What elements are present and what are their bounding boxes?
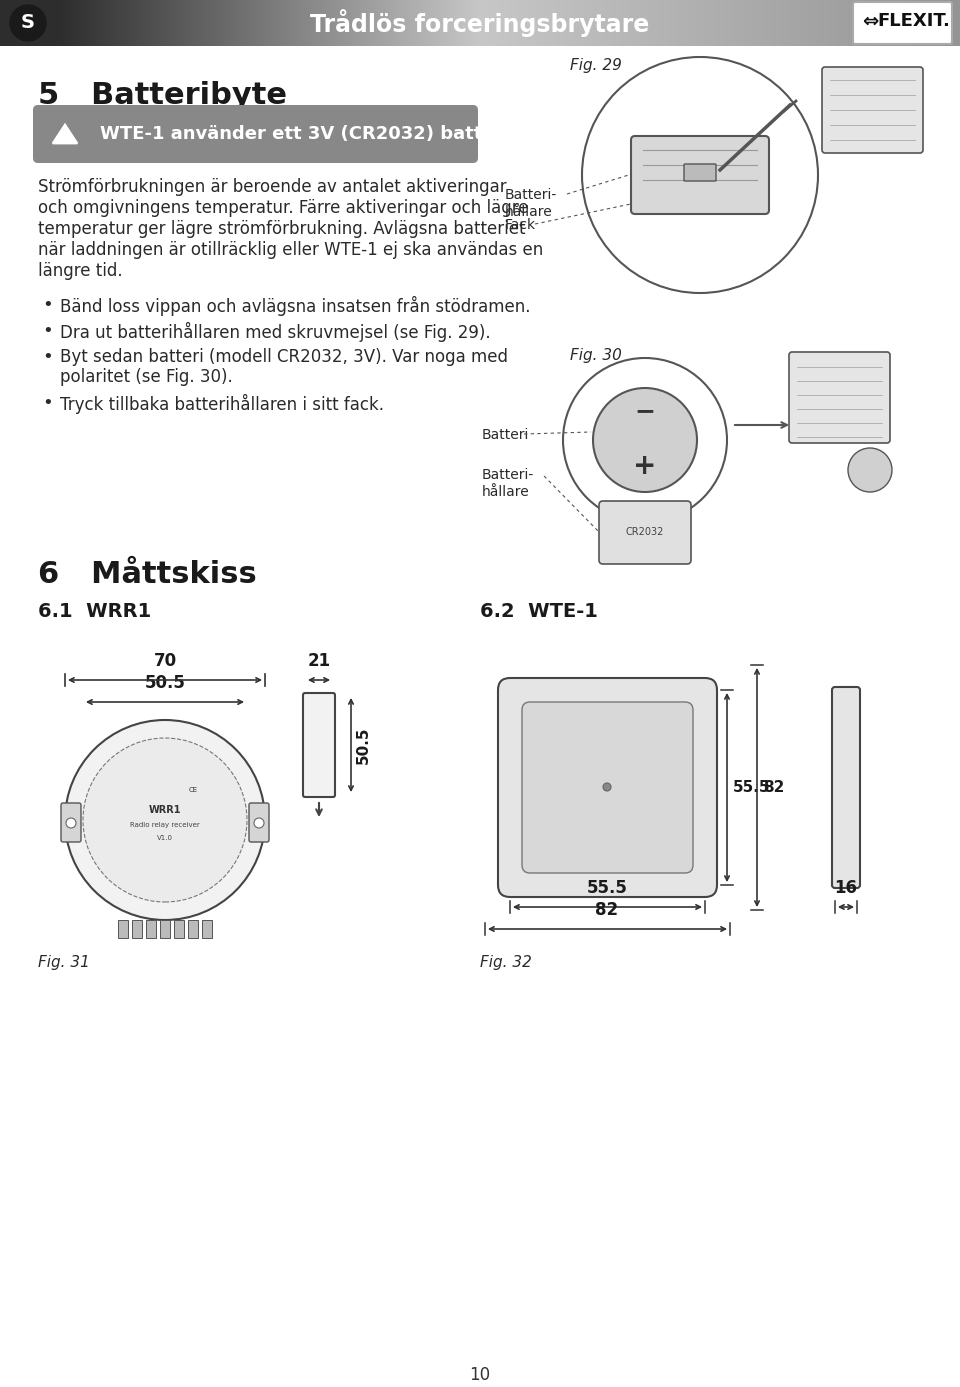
Text: Radio relay receiver: Radio relay receiver bbox=[131, 822, 200, 828]
FancyBboxPatch shape bbox=[684, 164, 716, 180]
Text: •: • bbox=[42, 295, 54, 313]
Text: CE: CE bbox=[188, 786, 198, 793]
Text: 82: 82 bbox=[763, 779, 784, 795]
Text: 6   Måttskiss: 6 Måttskiss bbox=[38, 560, 256, 589]
Text: Strömförbrukningen är beroende av antalet aktiveringar: Strömförbrukningen är beroende av antale… bbox=[38, 178, 507, 196]
FancyBboxPatch shape bbox=[249, 803, 269, 842]
FancyBboxPatch shape bbox=[61, 803, 81, 842]
Text: Trådlös forceringsbrytare: Trådlös forceringsbrytare bbox=[310, 10, 650, 37]
Circle shape bbox=[65, 720, 265, 920]
FancyBboxPatch shape bbox=[789, 352, 890, 442]
Text: V1.0: V1.0 bbox=[157, 835, 173, 841]
Text: Fig. 32: Fig. 32 bbox=[480, 956, 532, 970]
Text: 10: 10 bbox=[469, 1366, 491, 1384]
Bar bbox=[188, 920, 198, 938]
Text: Tryck tillbaka batterihållaren i sitt fack.: Tryck tillbaka batterihållaren i sitt fa… bbox=[60, 394, 384, 415]
Text: −: − bbox=[635, 399, 656, 423]
Text: 6.1  WRR1: 6.1 WRR1 bbox=[38, 602, 152, 621]
Text: ⇔: ⇔ bbox=[862, 11, 878, 31]
Text: CR2032: CR2032 bbox=[626, 527, 664, 537]
Text: Batteri-
hållare: Batteri- hållare bbox=[482, 467, 535, 499]
FancyBboxPatch shape bbox=[498, 678, 717, 897]
FancyBboxPatch shape bbox=[853, 1, 952, 44]
Text: +: + bbox=[634, 452, 657, 480]
Circle shape bbox=[563, 358, 727, 522]
Bar bbox=[174, 920, 184, 938]
Text: 21: 21 bbox=[307, 652, 330, 670]
Circle shape bbox=[593, 388, 697, 492]
FancyBboxPatch shape bbox=[303, 694, 335, 798]
Text: 16: 16 bbox=[834, 879, 857, 897]
Text: •: • bbox=[42, 348, 54, 366]
Text: Fig. 30: Fig. 30 bbox=[570, 348, 622, 363]
Text: •: • bbox=[42, 322, 54, 340]
Text: 50.5: 50.5 bbox=[145, 674, 185, 692]
Text: Byt sedan batteri (modell CR2032, 3V). Var noga med: Byt sedan batteri (modell CR2032, 3V). V… bbox=[60, 348, 508, 366]
FancyBboxPatch shape bbox=[522, 702, 693, 872]
Bar bbox=[132, 920, 142, 938]
Bar bbox=[146, 920, 156, 938]
Text: när laddningen är otillräcklig eller WTE-1 ej ska användas en: när laddningen är otillräcklig eller WTE… bbox=[38, 241, 543, 259]
FancyBboxPatch shape bbox=[599, 501, 691, 565]
Circle shape bbox=[66, 818, 76, 828]
Circle shape bbox=[254, 818, 264, 828]
Text: WTE-1 använder ett 3V (CR2032) batteri.: WTE-1 använder ett 3V (CR2032) batteri. bbox=[100, 125, 516, 143]
Bar bbox=[160, 920, 170, 938]
FancyBboxPatch shape bbox=[33, 105, 478, 164]
FancyBboxPatch shape bbox=[822, 67, 923, 153]
Text: och omgivningens temperatur. Färre aktiveringar och lägre: och omgivningens temperatur. Färre aktiv… bbox=[38, 198, 529, 216]
Text: S: S bbox=[21, 14, 35, 32]
Text: 55.5: 55.5 bbox=[587, 879, 628, 897]
Text: Fig. 29: Fig. 29 bbox=[570, 58, 622, 74]
Text: Batteri: Batteri bbox=[482, 429, 529, 442]
Bar bbox=[118, 920, 128, 938]
Text: FLEXIT.: FLEXIT. bbox=[877, 12, 950, 31]
Circle shape bbox=[83, 738, 247, 902]
Polygon shape bbox=[53, 125, 77, 143]
Text: 6.2  WTE-1: 6.2 WTE-1 bbox=[480, 602, 598, 621]
Bar bbox=[202, 920, 212, 938]
Text: 82: 82 bbox=[595, 902, 618, 920]
FancyBboxPatch shape bbox=[832, 687, 860, 888]
FancyBboxPatch shape bbox=[631, 136, 769, 214]
Text: 70: 70 bbox=[154, 652, 177, 670]
Text: längre tid.: längre tid. bbox=[38, 262, 123, 280]
Text: WRR1: WRR1 bbox=[149, 804, 181, 816]
Circle shape bbox=[582, 57, 818, 293]
Text: Fig. 31: Fig. 31 bbox=[38, 956, 90, 970]
Text: 55.5: 55.5 bbox=[733, 779, 771, 795]
Circle shape bbox=[10, 6, 46, 42]
Text: •: • bbox=[42, 394, 54, 412]
Text: 5   Batteribyte: 5 Batteribyte bbox=[38, 80, 287, 110]
Text: polaritet (se Fig. 30).: polaritet (se Fig. 30). bbox=[60, 368, 232, 386]
Text: Batteri-
hållare: Batteri- hållare bbox=[505, 189, 557, 219]
Circle shape bbox=[848, 448, 892, 492]
Text: Fack: Fack bbox=[505, 218, 536, 232]
Circle shape bbox=[603, 784, 611, 791]
Text: 50.5: 50.5 bbox=[356, 727, 371, 764]
Text: Dra ut batterihållaren med skruvmejsel (se Fig. 29).: Dra ut batterihållaren med skruvmejsel (… bbox=[60, 322, 491, 343]
Text: Bänd loss vippan och avlägsna insatsen från stödramen.: Bänd loss vippan och avlägsna insatsen f… bbox=[60, 295, 531, 316]
Text: temperatur ger lägre strömförbrukning. Avlägsna batteriet: temperatur ger lägre strömförbrukning. A… bbox=[38, 221, 525, 239]
